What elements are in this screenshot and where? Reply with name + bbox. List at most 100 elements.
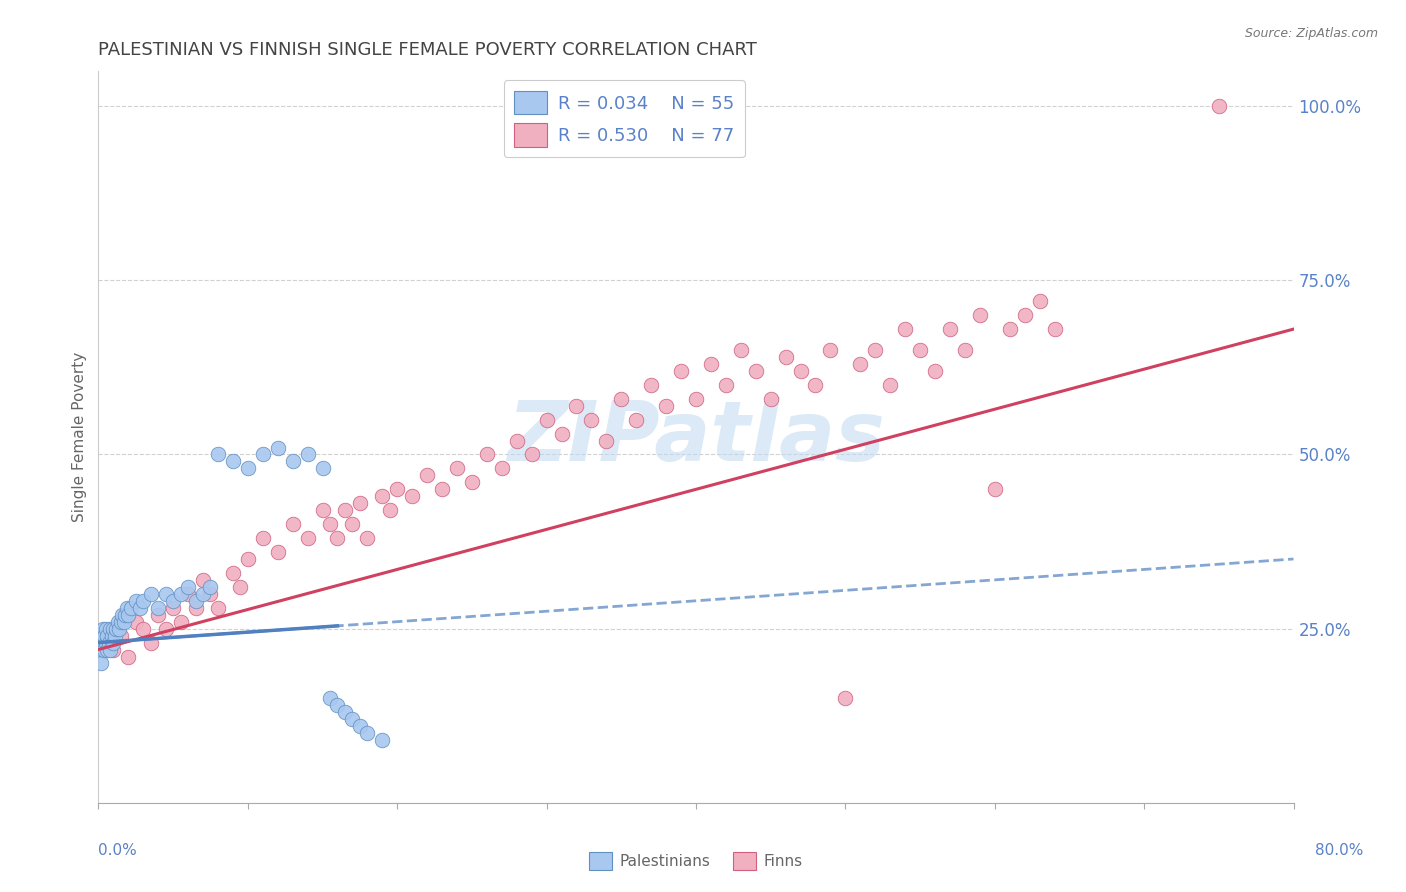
Text: Source: ZipAtlas.com: Source: ZipAtlas.com — [1244, 27, 1378, 40]
Point — [333, 705, 356, 719]
Point — [101, 629, 124, 643]
Point — [103, 622, 125, 636]
Point — [103, 642, 125, 657]
Point — [177, 587, 200, 601]
Point — [91, 622, 114, 636]
Point — [371, 489, 394, 503]
Text: 0.0%: 0.0% — [98, 843, 138, 858]
Point — [105, 622, 128, 636]
Point — [114, 607, 136, 622]
Point — [804, 377, 827, 392]
Point — [98, 622, 122, 636]
Point — [200, 580, 222, 594]
Point — [162, 600, 184, 615]
Point — [139, 587, 162, 601]
Point — [297, 448, 319, 462]
Point — [669, 364, 692, 378]
Point — [461, 475, 484, 490]
Point — [148, 607, 170, 622]
Point — [93, 642, 115, 657]
Point — [730, 343, 752, 357]
Point — [222, 566, 245, 580]
Point — [1014, 308, 1036, 322]
Point — [107, 615, 129, 629]
Point — [610, 392, 633, 406]
Point — [267, 545, 290, 559]
Point — [155, 587, 177, 601]
Point — [342, 712, 364, 726]
Point — [311, 461, 333, 475]
Point — [155, 622, 177, 636]
Point — [281, 454, 304, 468]
Point — [115, 600, 138, 615]
Point — [169, 587, 191, 601]
Point — [96, 629, 118, 643]
Point — [311, 503, 333, 517]
Point — [90, 629, 112, 643]
Point — [349, 496, 371, 510]
Point — [879, 377, 901, 392]
Point — [894, 322, 917, 336]
Point — [110, 615, 132, 629]
Point — [207, 448, 229, 462]
Point — [969, 308, 991, 322]
Point — [252, 531, 274, 545]
Text: PALESTINIAN VS FINNISH SINGLE FEMALE POVERTY CORRELATION CHART: PALESTINIAN VS FINNISH SINGLE FEMALE POV… — [98, 41, 758, 59]
Point — [252, 448, 274, 462]
Point — [94, 635, 117, 649]
Point — [267, 441, 290, 455]
Point — [581, 412, 603, 426]
Point — [820, 343, 842, 357]
Point — [536, 412, 558, 426]
Point — [89, 642, 111, 657]
Point — [91, 635, 114, 649]
Point — [520, 448, 543, 462]
Point — [506, 434, 529, 448]
Point — [222, 454, 245, 468]
Point — [565, 399, 588, 413]
Point — [998, 322, 1021, 336]
Point — [865, 343, 887, 357]
Point — [834, 691, 856, 706]
Point — [595, 434, 617, 448]
Point — [371, 733, 394, 747]
Point — [297, 531, 319, 545]
Point — [984, 483, 1007, 497]
Point — [446, 461, 468, 475]
Point — [90, 657, 112, 671]
Point — [378, 503, 401, 517]
Point — [236, 552, 259, 566]
Point — [191, 587, 214, 601]
Point — [184, 594, 207, 608]
Point — [94, 622, 117, 636]
Point — [125, 615, 148, 629]
Point — [125, 594, 148, 608]
Point — [1028, 294, 1050, 309]
Point — [281, 517, 304, 532]
Point — [207, 600, 229, 615]
Point — [356, 531, 378, 545]
Point — [491, 461, 513, 475]
Text: 80.0%: 80.0% — [1316, 843, 1364, 858]
Point — [103, 635, 125, 649]
Point — [200, 587, 222, 601]
Point — [908, 343, 931, 357]
Point — [789, 364, 811, 378]
Point — [132, 622, 155, 636]
Point — [714, 377, 737, 392]
Point — [93, 629, 115, 643]
Legend: Palestinians, Finns: Palestinians, Finns — [583, 846, 808, 876]
Point — [177, 580, 200, 594]
Point — [162, 594, 184, 608]
Point — [96, 642, 118, 657]
Point — [236, 461, 259, 475]
Point — [745, 364, 768, 378]
Point — [385, 483, 409, 497]
Point — [120, 600, 142, 615]
Point — [169, 615, 191, 629]
Point — [110, 629, 132, 643]
Point — [349, 719, 371, 733]
Point — [229, 580, 252, 594]
Point — [475, 448, 498, 462]
Point — [416, 468, 439, 483]
